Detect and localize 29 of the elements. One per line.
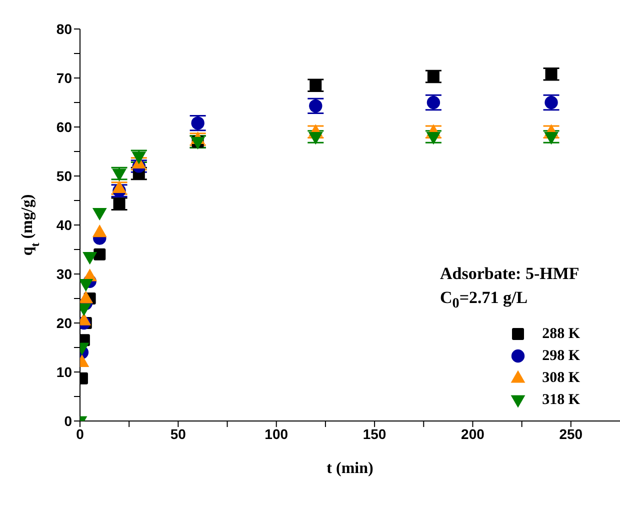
x-tick-label: 50	[170, 426, 186, 442]
point	[80, 290, 94, 304]
legend-label: 298 K	[542, 348, 580, 364]
y-tick-label: 50	[56, 168, 72, 184]
x-tick-label: 200	[461, 426, 485, 442]
x-tick-label: 250	[559, 426, 583, 442]
x-tick-label: 150	[362, 426, 386, 442]
y-tick-label: 10	[56, 364, 72, 380]
x-axis-title: t (min)	[326, 460, 374, 477]
x-tick-label: 100	[264, 426, 288, 442]
point	[310, 79, 322, 92]
y-tick-label: 70	[56, 70, 72, 86]
y-tick-label: 60	[56, 118, 72, 135]
point	[94, 248, 106, 260]
annotation: Adsorbate: 5-HMF	[440, 264, 580, 283]
y-tick-label: 30	[56, 266, 72, 282]
legend-label: 318 K	[542, 392, 580, 408]
y-tick-label: 80	[56, 20, 72, 37]
point	[545, 68, 558, 80]
y-tick-label: 20	[56, 314, 72, 331]
point	[92, 224, 107, 238]
legend-label: 308 K	[542, 370, 580, 386]
y-tick-label: 40	[56, 216, 72, 233]
point	[427, 70, 440, 83]
x-tick-label: 0	[76, 426, 84, 442]
y-tick-label: 0	[64, 412, 72, 429]
annotation: C$_{0}$=2.71 g/L	[440, 288, 528, 312]
point	[113, 198, 126, 210]
legend-label: 288 K	[542, 326, 580, 342]
